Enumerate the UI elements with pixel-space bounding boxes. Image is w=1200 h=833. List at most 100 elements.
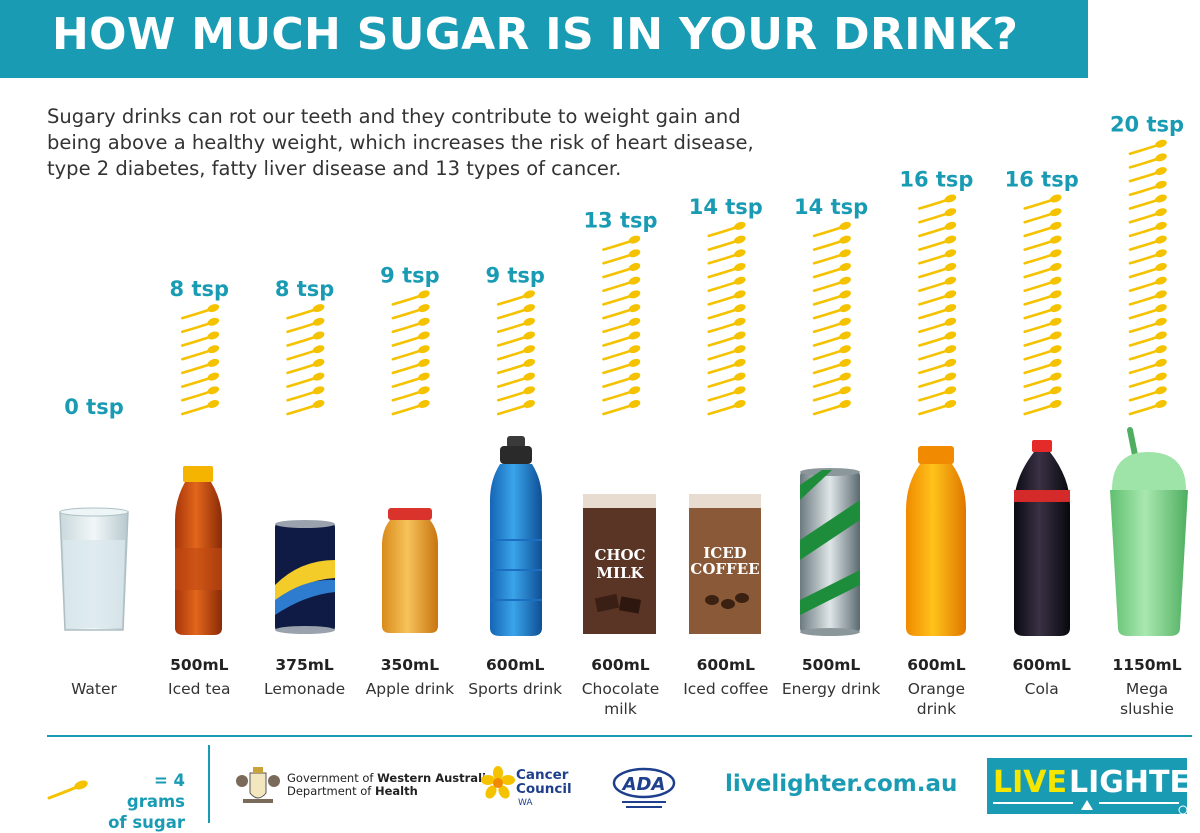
sugar-spoon-icon xyxy=(391,301,433,320)
volume-label: 600mL xyxy=(907,656,966,674)
sugar-spoon-icon xyxy=(496,342,538,361)
sugar-spoon-icon xyxy=(918,191,959,210)
tsp-value-label: 8 tsp xyxy=(170,277,230,301)
cancer-council-daffodil-icon xyxy=(481,766,515,799)
sugar-spoon-icon xyxy=(918,273,959,293)
drink-name-label: drink xyxy=(917,700,956,718)
energy-drink-can-icon xyxy=(800,468,860,636)
sugar-spoon-icon xyxy=(707,315,748,334)
sugar-spoon-icon xyxy=(181,315,222,334)
sugar-spoon-icon xyxy=(181,397,222,416)
sugar-spoon-icon xyxy=(286,397,327,416)
sugar-spoon-icon xyxy=(812,315,854,334)
drink-name-label: Mega xyxy=(1126,680,1168,698)
sugar-spoon-icon xyxy=(602,273,643,293)
sugar-spoon-icon xyxy=(496,301,538,320)
sugar-spoon-icon xyxy=(1128,191,1170,210)
sugar-spoon-icon xyxy=(1023,383,1064,402)
volume-label: 350mL xyxy=(381,656,440,674)
sugar-spoon-icon xyxy=(496,328,538,347)
volume-label: 500mL xyxy=(170,656,229,674)
sugar-spoon-icon xyxy=(391,342,433,361)
carton-text-line1: ICED xyxy=(703,544,746,562)
cc-sub: WA xyxy=(518,798,533,808)
sugar-spoon-icon xyxy=(1023,287,1064,306)
sugar-spoon-icon xyxy=(602,260,643,279)
footer-divider xyxy=(208,745,210,823)
sugar-spoon-icon xyxy=(812,273,854,293)
volume-label: 500mL xyxy=(802,656,861,674)
sugar-spoon-icon xyxy=(812,219,854,238)
sugar-spoon-icon xyxy=(286,383,327,402)
sugar-spoon-icon xyxy=(391,328,433,347)
sugar-spoon-icon xyxy=(602,369,643,388)
sugar-spoon-icon xyxy=(286,356,327,375)
website-link[interactable]: livelighter.com.au xyxy=(725,771,958,797)
sugar-spoon-icon xyxy=(1128,342,1170,361)
sugar-spoon-icon xyxy=(1128,232,1170,251)
sugar-spoon-icon xyxy=(391,356,433,375)
gov-line1-bold: Western Australia xyxy=(377,771,494,785)
sugar-spoon-icon xyxy=(812,232,854,251)
sugar-spoon-icon xyxy=(918,260,959,279)
sugar-spoon-icon xyxy=(707,273,748,293)
sugar-spoon-icon xyxy=(1128,369,1170,388)
sugar-chart: 0 tsp 8 tsp 8 tsp 9 tsp 9 tsp 13 tsp 14 tsp 14 … xyxy=(59,113,1188,718)
drink-name-label: Apple drink xyxy=(366,680,454,698)
drink-name-label: slushie xyxy=(1120,700,1174,718)
sugar-spoon-icon xyxy=(1023,260,1064,279)
sugar-spoon-icon xyxy=(602,287,643,306)
sugar-spoon-icon xyxy=(707,328,748,347)
sugar-spoon-icon xyxy=(707,287,748,306)
tsp-value-label: 16 tsp xyxy=(899,168,973,192)
sugar-spoon-icon xyxy=(707,232,748,251)
livelighter-logo: LIVE LIGHTER xyxy=(987,758,1191,815)
carton-text-line2: MILK xyxy=(596,564,644,582)
page-title: HOW MUCH SUGAR IS IN YOUR DRINK? xyxy=(52,9,1019,60)
cc-line2: Council xyxy=(516,781,572,797)
sugar-spoon-icon xyxy=(918,287,959,306)
carton-text-line2: COFFEE xyxy=(690,560,759,578)
sugar-spoon-icon xyxy=(1023,273,1064,293)
sugar-spoon-icon xyxy=(1023,356,1064,375)
sugar-spoon-icon xyxy=(918,356,959,375)
sugar-spoon-icon xyxy=(707,397,748,416)
sugar-spoon-icon xyxy=(1023,328,1064,347)
sugar-spoon-icon xyxy=(181,328,222,347)
sugar-spoon-icon xyxy=(1128,150,1170,169)
sugar-spoon-icon xyxy=(918,342,959,361)
footer-rule xyxy=(47,735,1192,737)
tsp-value-label: 0 tsp xyxy=(64,395,124,419)
sugar-spoon-icon xyxy=(496,315,538,334)
sugar-spoon-icon xyxy=(391,397,433,416)
sugar-spoon-icon xyxy=(918,232,959,251)
sugar-spoon-icon xyxy=(1128,287,1170,306)
drink-name-label: milk xyxy=(604,700,637,718)
iced-tea-bottle-icon xyxy=(175,466,222,635)
sugar-spoon-icon xyxy=(1128,315,1170,334)
sugar-spoon-icon xyxy=(918,397,959,416)
tsp-value-label: 16 tsp xyxy=(1005,168,1079,192)
cc-line1: Cancer xyxy=(516,767,569,783)
sugar-spoon-icon xyxy=(1128,246,1170,265)
sugar-spoon-icon xyxy=(602,232,643,251)
sugar-spoon-icon xyxy=(1023,232,1064,251)
slushie-cup-icon xyxy=(1110,427,1188,636)
sugar-spoon-icon xyxy=(602,246,643,265)
sugar-spoon-icon xyxy=(918,369,959,388)
sugar-spoon-icon xyxy=(391,315,433,334)
sugar-spoon-icon xyxy=(602,397,643,416)
sugar-spoon-icon xyxy=(1023,205,1064,224)
sugar-spoon-icon xyxy=(1128,328,1170,347)
sugar-spoon-icon xyxy=(496,369,538,388)
sugar-spoon-icon xyxy=(391,383,433,402)
sugar-spoon-icon xyxy=(1128,164,1170,183)
ll-part2: LIGHTER xyxy=(1069,765,1191,800)
sugar-spoon-icon xyxy=(707,383,748,402)
sugar-spoon-icon xyxy=(707,260,748,279)
drink-name-label: Energy drink xyxy=(782,680,881,698)
sugar-spoon-icon xyxy=(1128,136,1170,155)
sugar-spoon-icon xyxy=(707,246,748,265)
drink-name-label: Lemonade xyxy=(264,680,345,698)
tsp-value-label: 14 tsp xyxy=(689,195,763,219)
